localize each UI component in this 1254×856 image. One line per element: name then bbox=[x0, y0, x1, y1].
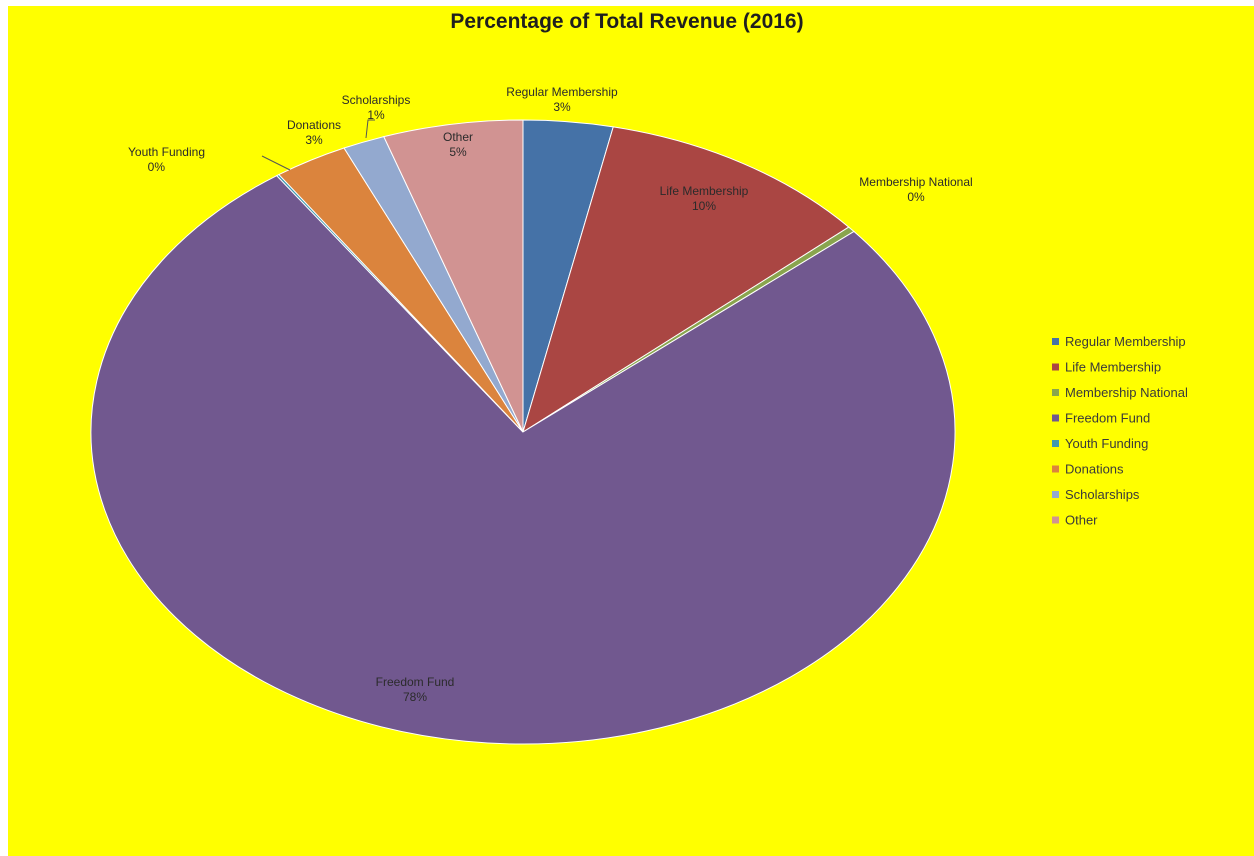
legend-swatch-other bbox=[1052, 516, 1059, 524]
slice-other bbox=[383, 119, 524, 433]
legend-item-other: Other bbox=[1052, 513, 1098, 528]
data-label-freedom-fund: Freedom Fund 78% bbox=[376, 675, 455, 704]
slice-freedom-fund bbox=[90, 175, 956, 745]
legend-label-freedom-fund: Freedom Fund bbox=[1065, 411, 1150, 426]
legend-label-membership-national: Membership National bbox=[1065, 385, 1188, 400]
legend-swatch-regular-membership bbox=[1052, 338, 1059, 345]
legend-label-donations: Donations bbox=[1065, 462, 1124, 477]
legend: Regular Membership Life Membership Members… bbox=[1052, 334, 1188, 528]
legend-label-life-membership: Life Membership bbox=[1065, 360, 1161, 375]
legend-label-scholarships: Scholarships bbox=[1065, 487, 1140, 502]
legend-item-membership-national: Membership National bbox=[1052, 385, 1188, 400]
legend-swatch-life-membership bbox=[1052, 363, 1059, 371]
legend-label-other: Other bbox=[1065, 513, 1098, 528]
legend-item-scholarships: Scholarships bbox=[1052, 487, 1140, 502]
data-label-scholarships: Scholarships 1% bbox=[342, 93, 411, 122]
chart-title: Percentage of Total Revenue (2016) bbox=[450, 10, 804, 33]
legend-item-life-membership: Life Membership bbox=[1052, 360, 1161, 375]
legend-item-youth-funding: Youth Funding bbox=[1052, 436, 1148, 451]
data-label-donations: Donations 3% bbox=[287, 118, 341, 147]
leader-line-youth-funding bbox=[261, 155, 291, 171]
data-label-youth-funding: Youth Funding 0% bbox=[128, 145, 205, 174]
legend-swatch-freedom-fund bbox=[1052, 414, 1059, 422]
legend-label-regular-membership: Regular Membership bbox=[1065, 334, 1186, 349]
data-label-other: Other 5% bbox=[443, 130, 473, 159]
leader-line-scholarships bbox=[365, 119, 375, 139]
legend-swatch-scholarships bbox=[1052, 491, 1059, 498]
legend-swatch-youth-funding bbox=[1052, 440, 1059, 447]
legend-swatch-donations bbox=[1052, 465, 1059, 473]
legend-label-youth-funding: Youth Funding bbox=[1065, 436, 1148, 451]
slice-life-membership bbox=[522, 126, 850, 434]
legend-item-regular-membership: Regular Membership bbox=[1052, 334, 1186, 349]
legend-item-donations: Donations bbox=[1052, 462, 1124, 477]
data-label-regular-membership: Regular Membership 3% bbox=[506, 85, 618, 114]
data-label-life-membership: Life Membership 10% bbox=[660, 184, 749, 213]
legend-swatch-membership-national bbox=[1052, 389, 1059, 396]
data-label-membership-national: Membership National 0% bbox=[859, 175, 972, 204]
legend-item-freedom-fund: Freedom Fund bbox=[1052, 411, 1150, 426]
